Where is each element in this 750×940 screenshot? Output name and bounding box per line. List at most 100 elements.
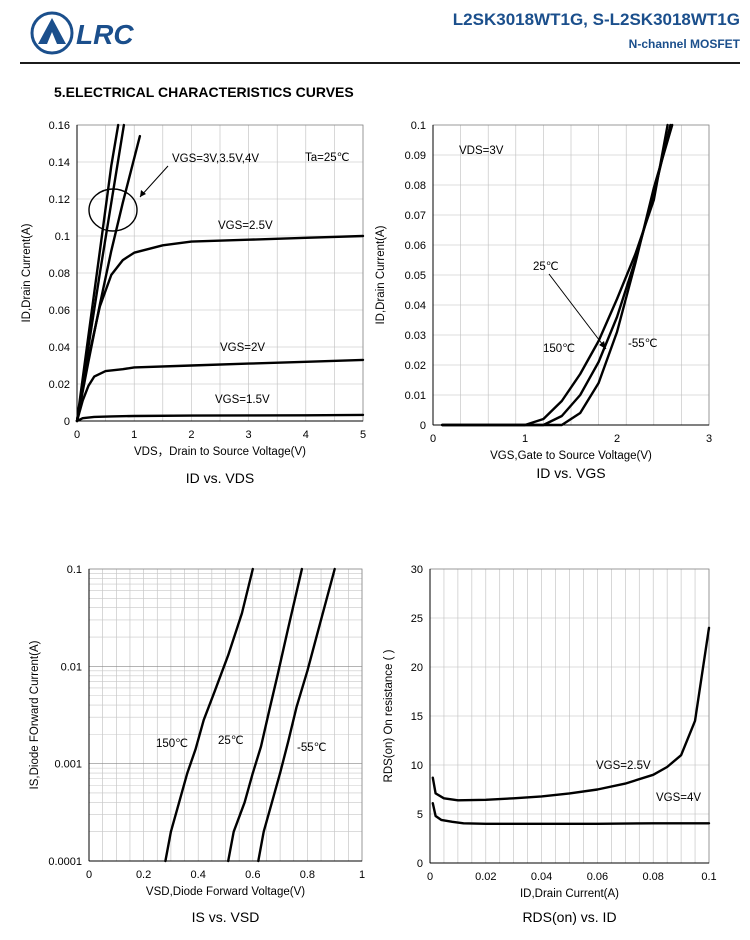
annotation-label: Ta=25℃	[305, 152, 350, 164]
y-axis-label: ID,Drain Current(A)	[21, 223, 33, 322]
document-title: L2SK3018WT1G, S-L2SK3018WT1G	[452, 10, 740, 29]
y-tick-label: 0.01	[405, 390, 426, 402]
y-tick-label: 0.03	[405, 330, 426, 342]
x-tick-label: 1	[522, 433, 528, 445]
chart-4: 0 0.02 0.04 0.06 0.08 0.1 0 5 10 15 20 25 30 ID,Drain…	[383, 564, 717, 925]
annotation-label: 25℃	[218, 735, 244, 747]
logo-arrow-icon	[38, 18, 66, 44]
y-tick-label: 0.1	[67, 564, 82, 576]
y-tick-label: 0.08	[49, 268, 70, 280]
x-tick-label: 0	[427, 871, 433, 883]
series-line--55	[441, 123, 674, 427]
y-tick-label: 5	[417, 809, 423, 821]
chart-title: RDS(on) vs. ID	[522, 909, 616, 925]
x-tick-label: 0.6	[245, 869, 260, 881]
y-axis-label: RDS(on) On resistance ( )	[383, 649, 395, 782]
annotation-label: 25℃	[533, 261, 559, 273]
annotation-label: VDS=3V	[459, 145, 504, 157]
y-tick-label: 0.09	[405, 150, 426, 162]
grid	[76, 124, 364, 422]
x-tick-label: 0.8	[300, 869, 315, 881]
y-tick-label: 0.001	[54, 759, 82, 771]
y-tick-label: 0.1	[411, 120, 426, 132]
y-tick-label: 0.14	[49, 157, 70, 169]
x-tick-label: 3	[246, 429, 252, 441]
header-divider	[20, 62, 740, 64]
chart-2: 0 1 2 3 0 0.01 0.02 0.03 0.04 0.05 0.06 0.07 0.08 0.0…	[375, 120, 712, 481]
x-axis-label: ID,Drain Current(A)	[520, 888, 619, 900]
y-tick-label: 25	[411, 613, 423, 625]
y-tick-label: 0	[64, 416, 70, 428]
y-tick-label: 0.1	[55, 231, 70, 243]
y-tick-label: 0.16	[49, 120, 70, 132]
arrow-head-icon	[140, 190, 146, 197]
y-tick-label: 0.04	[405, 300, 426, 312]
series-line-25	[227, 567, 304, 863]
x-tick-label: 0	[74, 429, 80, 441]
y-axis-label: ID,Drain Current(A)	[375, 225, 387, 324]
section-heading: 5.ELECTRICAL CHARACTERISTICS CURVES	[54, 84, 354, 100]
x-tick-label: 0.06	[587, 871, 608, 883]
annotation-arrow	[548, 273, 607, 350]
chart-title: IS vs. VSD	[192, 909, 260, 925]
x-axis-label: VGS,Gate to Source Voltage(V)	[490, 450, 652, 462]
highlight-ellipse	[88, 188, 138, 232]
annotation-label: VGS=3V,3.5V,4V	[172, 153, 259, 165]
y-tick-label: 0.0001	[48, 856, 82, 868]
lrc-logo: LRC	[30, 11, 134, 55]
y-tick-label: 0	[417, 858, 423, 870]
chart-3: 0 0.2 0.4 0.6 0.8 1 0.0001 0.001 0.01 0.1 VSD,Diod…	[29, 564, 365, 925]
series-line-VGS2.5V	[75, 234, 365, 423]
y-tick-label: 0.06	[49, 305, 70, 317]
y-tick-label: 0.08	[405, 180, 426, 192]
series-line--55	[257, 567, 336, 863]
y-tick-label: 0.02	[405, 360, 426, 372]
x-tick-label: 4	[303, 429, 309, 441]
arrow-head-icon	[599, 341, 606, 349]
y-tick-label: 30	[411, 564, 423, 576]
y-tick-label: 0.07	[405, 210, 426, 222]
x-tick-label: 0.4	[191, 869, 206, 881]
annotation-label: VGS=2.5V	[596, 760, 651, 772]
x-tick-label: 1	[359, 869, 365, 881]
chart-1: 0 1 2 3 4 5 0 0.02 0.04 0.06 0.08 0.1 0.12 0.14 0.16 VD…	[21, 120, 366, 486]
x-tick-label: 2	[188, 429, 194, 441]
annotation-label: VGS=4V	[656, 792, 701, 804]
y-tick-label: 0.01	[61, 661, 82, 673]
y-tick-label: 20	[411, 662, 423, 674]
series-line-VGS2.5V	[431, 626, 711, 802]
chart-title: ID vs. VDS	[186, 470, 254, 486]
document-subtitle: N-channel MOSFET	[628, 37, 740, 51]
annotation-label: -55℃	[628, 338, 658, 350]
x-axis-label: VDS，Drain to Source Voltage(V)	[134, 446, 306, 458]
series-line-VGS4V	[431, 802, 711, 825]
series-line-VGS1.5V	[75, 413, 365, 423]
x-tick-label: 0	[86, 869, 92, 881]
y-tick-label: 10	[411, 760, 423, 772]
y-tick-label: 0.12	[49, 194, 70, 206]
y-tick-label: 0.04	[49, 342, 70, 354]
series-line-VGS3.5V	[75, 123, 126, 423]
x-tick-label: 0.2	[136, 869, 151, 881]
x-tick-label: 0.02	[475, 871, 496, 883]
series-line-150	[164, 567, 254, 863]
annotation-arrow	[139, 165, 169, 198]
x-tick-label: 3	[706, 433, 712, 445]
y-tick-label: 0.05	[405, 270, 426, 282]
y-axis-label: IS,Diode FOrward Current(A)	[29, 640, 41, 789]
grid	[88, 568, 363, 862]
y-tick-label: 0.06	[405, 240, 426, 252]
grid	[429, 568, 710, 864]
y-tick-label: 15	[411, 711, 423, 723]
chart-title: ID vs. VGS	[536, 465, 605, 481]
x-tick-label: 5	[360, 429, 366, 441]
annotation-label: 150℃	[156, 738, 188, 750]
annotation-label: 150℃	[543, 343, 575, 355]
annotation-label: -55℃	[297, 742, 327, 754]
series-line-VGS2V	[75, 358, 365, 423]
annotation-label: VGS=2V	[220, 342, 265, 354]
x-tick-label: 0.08	[642, 871, 663, 883]
x-axis-label: VSD,Diode Forward Voltage(V)	[146, 886, 305, 898]
x-tick-label: 1	[131, 429, 137, 441]
